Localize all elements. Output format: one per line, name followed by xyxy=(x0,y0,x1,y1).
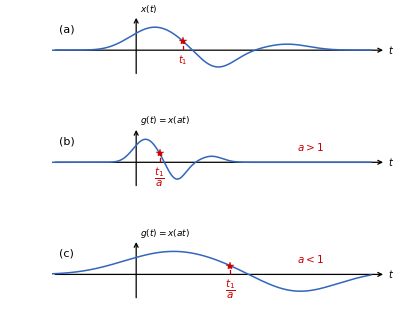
Text: (c): (c) xyxy=(59,249,74,259)
Text: (b): (b) xyxy=(59,137,75,147)
Text: $t_1$: $t_1$ xyxy=(179,54,188,67)
Text: $g(t)=x(at)$: $g(t)=x(at)$ xyxy=(140,227,190,239)
Text: $a < 1$: $a < 1$ xyxy=(297,253,324,265)
Text: $t$: $t$ xyxy=(388,268,395,281)
Text: $a > 1$: $a > 1$ xyxy=(297,141,324,153)
Text: $\dfrac{t_1}{a}$: $\dfrac{t_1}{a}$ xyxy=(154,165,165,189)
Text: $x(t)$: $x(t)$ xyxy=(140,3,158,15)
Text: $g(t)=x(at)$: $g(t)=x(at)$ xyxy=(140,114,190,128)
Text: (a): (a) xyxy=(59,25,75,35)
Text: $t$: $t$ xyxy=(388,156,395,168)
Text: $t$: $t$ xyxy=(388,44,395,56)
Text: $\dfrac{t_1}{a}$: $\dfrac{t_1}{a}$ xyxy=(224,278,235,301)
